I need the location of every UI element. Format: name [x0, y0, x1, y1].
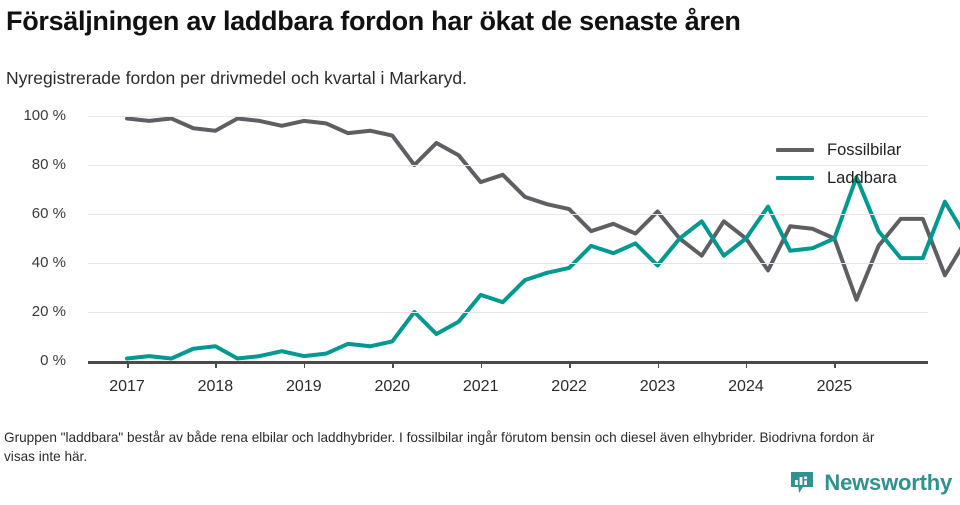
x-axis-tick: [834, 361, 836, 368]
x-axis-tick-label: 2017: [109, 378, 145, 395]
x-axis-tick: [657, 361, 660, 368]
legend-label: Laddbara: [827, 168, 897, 187]
series-line-laddbara: [125, 175, 960, 361]
x-axis-tick-label: 2018: [197, 378, 234, 395]
brand-name: Newsworthy: [824, 470, 952, 495]
plot-area: 0 % 20 % 40 % 60 % 80 % 100 % 2017 2018 2019 2020…: [23, 108, 960, 395]
x-axis-tick: [215, 361, 217, 368]
page-title: Försäljningen av laddbara fordon har öka…: [6, 6, 741, 36]
x-axis-tick-label: 2022: [551, 378, 587, 395]
gridline: [88, 263, 928, 264]
x-axis-tick-label: 2020: [374, 378, 411, 395]
bar-chart-bubble-icon: [791, 472, 814, 493]
y-axis-tick-label: 40 %: [31, 254, 66, 271]
x-axis-tick: [745, 361, 748, 368]
x-axis-tick: [392, 361, 394, 368]
x-axis-tick-label: 2025: [816, 378, 853, 395]
chart-footnote: Gruppen "laddbara" består av både rena e…: [4, 430, 875, 464]
x-axis-tick: [303, 361, 306, 368]
gridline: [88, 312, 928, 313]
line-chart: 0 % 20 % 40 % 60 % 80 % 100 % 2017 2018 2019 2020…: [0, 108, 960, 395]
x-axis-tick: [569, 361, 571, 368]
y-axis-tick-label: 100 %: [23, 107, 66, 124]
x-axis-tick: [127, 361, 129, 368]
newsworthy-logo[interactable]: Newsworthy: [789, 470, 952, 496]
x-axis-tick-label: 2024: [728, 378, 764, 395]
legend-swatch-icon: [776, 147, 814, 153]
y-axis-tick-label: 0 %: [40, 352, 66, 369]
legend-label: Fossilbilar: [827, 140, 902, 159]
x-axis-tick-label: 2023: [639, 378, 676, 395]
x-axis-tick-label: 2021: [462, 378, 499, 395]
y-axis-tick-label: 80 %: [31, 156, 66, 173]
y-axis-tick-label: 60 %: [31, 205, 66, 222]
chart-legend: Fossilbilar Laddbara: [776, 136, 901, 192]
legend-item-fossilbilar[interactable]: Fossilbilar: [776, 136, 901, 164]
x-axis-tick-label: 2019: [286, 378, 322, 395]
gridline: [88, 165, 928, 166]
legend-item-laddbara[interactable]: Laddbara: [776, 164, 901, 192]
gridline: [88, 214, 928, 215]
x-axis-line: [88, 361, 928, 364]
series-line-fossilbilar: [125, 116, 960, 302]
gridline: [88, 116, 928, 117]
x-axis-tick: [480, 361, 483, 368]
y-axis-tick-label: 20 %: [31, 303, 66, 320]
page-subtitle: Nyregistrerade fordon per drivmedel och …: [6, 68, 468, 88]
legend-swatch-icon: [776, 175, 814, 181]
series-lines: [125, 116, 960, 361]
